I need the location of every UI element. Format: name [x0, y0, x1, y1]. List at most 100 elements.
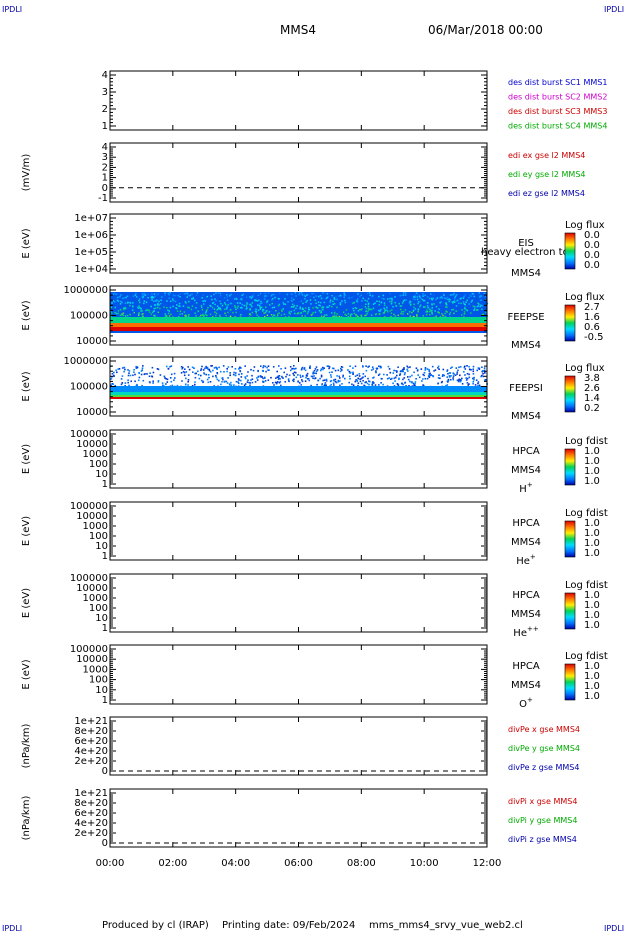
spectrogram-pixel	[131, 309, 134, 311]
spectrogram-pixel	[348, 370, 351, 373]
spectrogram-pixel	[332, 382, 335, 385]
spectrogram-pixel	[377, 374, 380, 376]
spectrogram-pixel	[308, 379, 311, 382]
spectrogram-pixel	[251, 302, 253, 304]
spectrogram-pixel	[431, 313, 433, 315]
spectrogram-pixel	[200, 368, 203, 370]
y-tick-label: 3	[102, 87, 108, 98]
corner-mark-bottom-right: IPDLI	[604, 924, 625, 933]
spectrogram-pixel	[355, 379, 357, 381]
y-axis-label: E (eV)	[21, 228, 32, 258]
spectrogram-pixel	[293, 371, 296, 374]
spectrogram-pixel	[180, 372, 183, 374]
spectrogram-pixel	[168, 294, 170, 296]
spectrogram-pixel	[191, 385, 194, 387]
spectrogram-pixel	[257, 316, 260, 318]
spectrogram-pixel	[465, 379, 468, 381]
spectrogram-pixel	[454, 374, 457, 376]
spectrogram-pixel	[310, 314, 313, 316]
spectrogram-pixel	[257, 304, 259, 306]
spectrogram-pixel	[226, 308, 228, 310]
spectrogram-pixel	[378, 304, 380, 306]
spectrogram-pixel	[112, 383, 114, 385]
spectrogram-pixel	[117, 312, 119, 315]
colorbar-tick-label: 2.6	[584, 383, 600, 394]
spectrogram-pixel	[378, 309, 380, 312]
spectrogram-pixel	[201, 314, 204, 316]
spectrogram-pixel	[202, 313, 204, 316]
spectrogram-pixel	[468, 383, 470, 385]
spectrogram-pixel	[454, 295, 457, 298]
spectrogram-pixel	[148, 381, 151, 383]
spectrogram-pixel	[472, 380, 475, 383]
spectrogram-pixel	[234, 305, 236, 307]
spectrogram-pixel	[207, 368, 209, 371]
spectrogram-pixel	[483, 292, 486, 295]
spectrogram-pixel	[430, 293, 432, 295]
spectrogram-pixel	[328, 305, 331, 307]
spectrogram-pixel	[264, 365, 267, 368]
spectrogram-pixel	[305, 376, 307, 379]
spectrogram-pixel	[378, 295, 380, 298]
spectrogram-pixel	[344, 301, 347, 304]
spectrogram-pixel	[295, 376, 298, 379]
spectrogram-pixel	[301, 315, 303, 317]
spectrogram-pixel	[390, 378, 392, 380]
spectrogram-pixel	[364, 381, 366, 384]
spectrogram-pixel	[257, 369, 259, 372]
spectrogram-pixel	[381, 297, 383, 300]
spectrogram-pixel	[205, 310, 208, 312]
spectrogram-pixel	[259, 302, 262, 305]
spectrogram-pixel	[448, 372, 451, 374]
spectrogram-pixel	[292, 380, 295, 383]
spectrogram-pixel	[283, 371, 285, 374]
spectrogram-pixel	[224, 380, 226, 383]
spectrogram-pixel	[468, 368, 471, 371]
species-label: O+	[519, 696, 533, 710]
spectrogram-pixel	[215, 375, 217, 377]
spectrogram-pixel	[135, 292, 137, 295]
spectrogram-pixel	[114, 306, 117, 309]
corner-mark-top-right: IPDLI	[604, 5, 625, 14]
spectrogram-pixel	[413, 303, 415, 306]
spectrogram-pixel	[238, 373, 240, 376]
spectrogram-pixel	[209, 371, 212, 373]
y-tick-label: 100000	[70, 429, 108, 440]
spectrogram-pixel	[144, 373, 146, 375]
spectrogram-pixel	[178, 305, 180, 307]
spectrogram-pixel	[468, 373, 470, 376]
spectrogram-pixel	[251, 381, 254, 384]
spectrogram-pixel	[220, 383, 222, 386]
spectrogram-pixel	[472, 368, 475, 370]
x-tick-label: 02:00	[158, 858, 187, 869]
feepse-green-band	[110, 317, 487, 323]
spectrogram-pixel	[299, 306, 301, 308]
spectrogram-pixel	[208, 368, 210, 371]
spectrogram-pixel	[427, 306, 429, 309]
spectrogram-pixel	[304, 380, 307, 382]
spectrogram-pixel	[384, 310, 386, 313]
spectrogram-pixel	[206, 295, 208, 298]
y-tick-label: 6e+20	[74, 808, 108, 819]
spectrogram-pixel	[431, 307, 433, 309]
spectrogram-pixel	[422, 384, 424, 386]
spectrogram-pixel	[226, 382, 229, 384]
spectrogram-pixel	[163, 306, 165, 308]
spectrogram-pixel	[170, 373, 173, 376]
spectrogram-pixel	[249, 303, 251, 306]
spectrogram-pixel	[462, 297, 465, 299]
spectrogram-pixel	[381, 378, 383, 380]
spectrogram-pixel	[457, 380, 460, 383]
spectrogram-pixel	[358, 375, 361, 377]
spectrogram-pixel	[188, 307, 190, 309]
y-tick-label: 2	[102, 162, 108, 173]
spectrogram-pixel	[241, 299, 243, 301]
spectrogram-pixel	[343, 292, 345, 294]
spectrogram-pixel	[120, 383, 123, 386]
spectrogram-pixel	[274, 296, 276, 299]
y-tick-label: 1e+07	[74, 213, 108, 224]
spectrogram-pixel	[252, 294, 255, 296]
panel-frame	[109, 70, 488, 131]
